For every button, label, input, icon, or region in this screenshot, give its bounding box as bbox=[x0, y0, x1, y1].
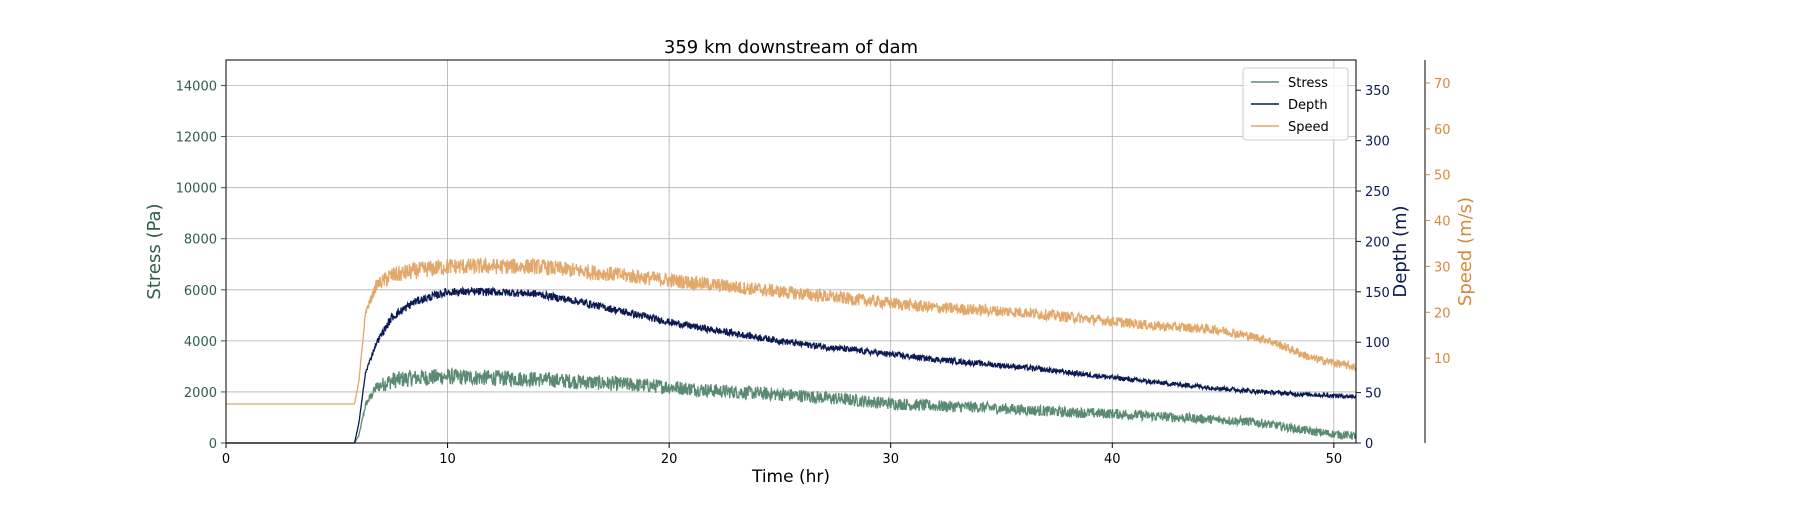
x-tick-label: 50 bbox=[1326, 452, 1343, 467]
stress-tick-label: 6000 bbox=[184, 284, 217, 299]
plot-frame bbox=[225, 59, 1357, 444]
stress-tick-label: 12000 bbox=[176, 131, 217, 146]
stress-tick-label: 4000 bbox=[184, 335, 217, 350]
depth-tick-label: 200 bbox=[1365, 235, 1390, 250]
speed-tick-label: 70 bbox=[1434, 77, 1451, 92]
x-tick-label: 10 bbox=[439, 452, 456, 467]
speed-axis-label: Speed (m/s) bbox=[1455, 197, 1476, 306]
speed-tick-label: 20 bbox=[1434, 306, 1451, 321]
speed-tick-label: 40 bbox=[1434, 215, 1451, 230]
speed-tick-label: 50 bbox=[1434, 169, 1451, 184]
chart-title: 359 km downstream of dam bbox=[664, 37, 918, 58]
stress-tick-label: 14000 bbox=[176, 80, 217, 95]
depth-tick-label: 150 bbox=[1365, 286, 1390, 301]
depth-tick-label: 0 bbox=[1365, 437, 1373, 452]
legend-label-stress: Stress bbox=[1288, 76, 1328, 91]
stress-tick-label: 8000 bbox=[184, 233, 217, 248]
depth-axis-label: Depth (m) bbox=[1390, 205, 1411, 297]
depth-tick-label: 350 bbox=[1365, 84, 1390, 99]
legend: Stress Depth Speed bbox=[1242, 67, 1349, 141]
legend-label-speed: Speed bbox=[1288, 120, 1329, 135]
x-tick-label: 0 bbox=[222, 452, 230, 467]
series-layer bbox=[226, 257, 1357, 444]
legend-label-depth: Depth bbox=[1288, 98, 1328, 113]
x-tick-label: 30 bbox=[882, 452, 899, 467]
depth-tick-label: 300 bbox=[1365, 135, 1390, 150]
stress-tick-label: 10000 bbox=[176, 182, 217, 197]
x-axis-label: Time (hr) bbox=[751, 467, 830, 487]
x-tick-label: 40 bbox=[1104, 452, 1121, 467]
x-tick-label: 20 bbox=[661, 452, 678, 467]
depth-tick-label: 100 bbox=[1365, 336, 1390, 351]
depth-series-line bbox=[226, 285, 1357, 444]
stress-series-line bbox=[226, 366, 1357, 444]
speed-tick-label: 30 bbox=[1434, 260, 1451, 275]
speed-series-line bbox=[226, 257, 1357, 405]
stress-tick-label: 2000 bbox=[184, 386, 217, 401]
stress-tick-label: 0 bbox=[209, 437, 217, 452]
legend-box bbox=[1242, 67, 1349, 141]
depth-tick-label: 50 bbox=[1365, 387, 1382, 402]
stress-axis-label: Stress (Pa) bbox=[144, 203, 165, 299]
speed-tick-label: 60 bbox=[1434, 123, 1451, 138]
speed-tick-label: 10 bbox=[1434, 352, 1451, 367]
depth-tick-label: 250 bbox=[1365, 185, 1390, 200]
axes-layer: 0 10 20 30 40 5002000400060008000100001200014… bbox=[144, 60, 1476, 467]
